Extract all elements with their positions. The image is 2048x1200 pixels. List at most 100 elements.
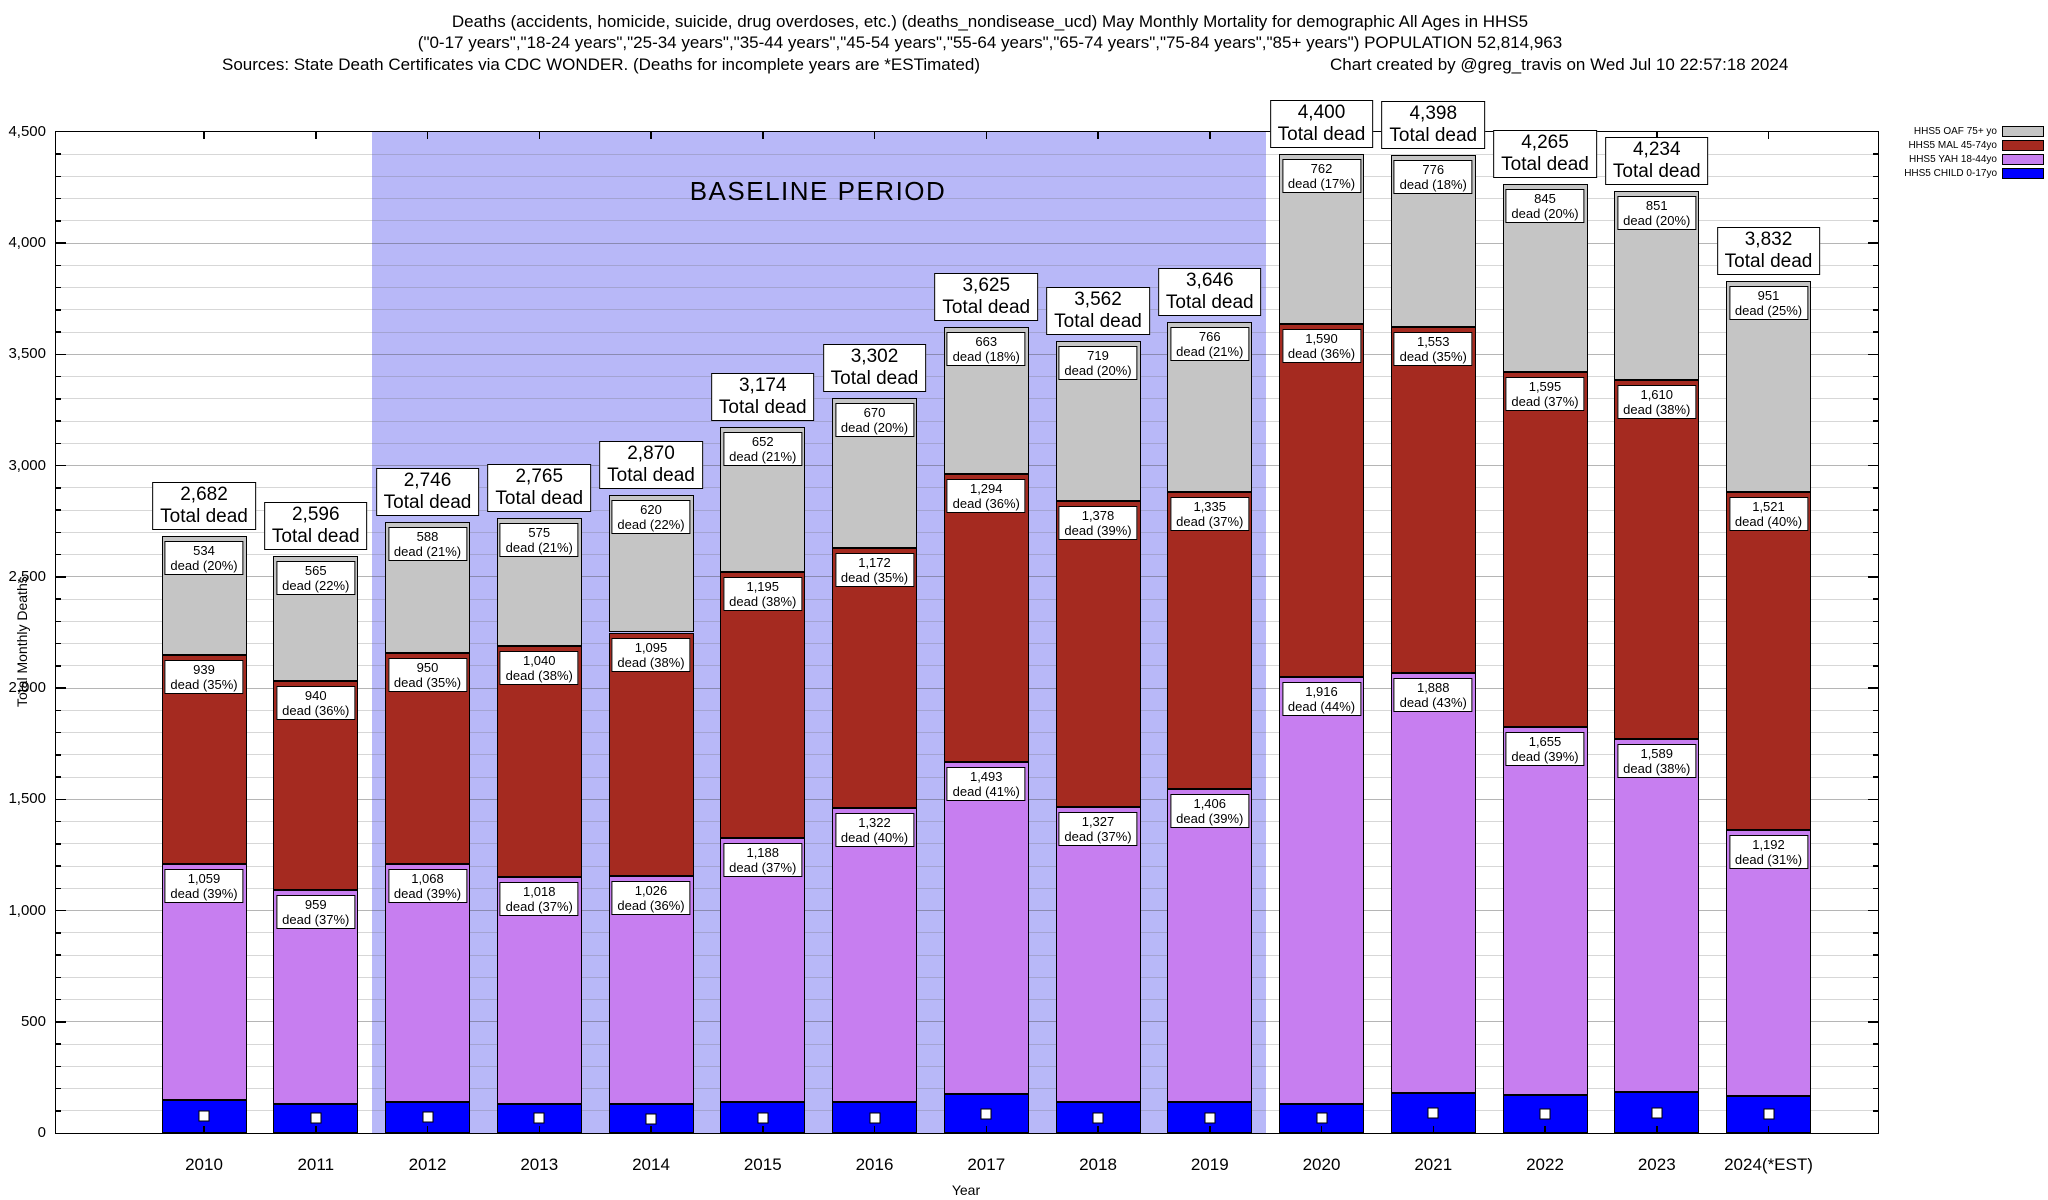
gridline: [56, 242, 1878, 244]
segment-label: 1,040 dead (38%): [499, 650, 579, 685]
axis-tick: [1873, 286, 1878, 289]
bar-segment-mal: [720, 571, 806, 838]
total-value: 3,625: [962, 274, 1011, 296]
segment-value: 939: [193, 662, 215, 678]
point-marker: [1539, 1108, 1551, 1120]
legend-item: HHS5 MAL 45-74yo: [1908, 140, 2044, 151]
axis-tick: [56, 309, 61, 311]
total-dead-label: 3,832 Total dead: [1716, 226, 1821, 275]
baseline-period-label: BASELINE PERIOD: [689, 176, 947, 206]
segment-pct: dead (38%): [729, 593, 797, 609]
segment-label: 1,378 dead (39%): [1058, 505, 1138, 540]
axis-tick: [1873, 776, 1878, 778]
legend-item: HHS5 OAF 75+ yo: [1914, 126, 2044, 137]
axis-tick: [56, 687, 66, 689]
segment-value: 1,888: [1416, 679, 1450, 695]
axis-tick: [1873, 954, 1878, 956]
axis-tick: [1873, 932, 1878, 934]
axis-tick: [1656, 132, 1658, 139]
segment-label: 652 dead (21%): [723, 431, 803, 466]
axis-tick: [1868, 1021, 1878, 1023]
segment-pct: dead (35%): [1399, 349, 1467, 365]
legend-swatch: [2002, 126, 2044, 137]
axis-tick: [1868, 687, 1878, 689]
point-marker: [533, 1112, 545, 1124]
x-tick-label: 2024(*EST): [1724, 1155, 1813, 1174]
total-value: 2,765: [515, 465, 564, 487]
axis-tick: [426, 132, 429, 139]
bar-segment-mal: [1279, 323, 1364, 678]
segment-label: 1,553 dead (35%): [1393, 332, 1473, 367]
segment-label: 1,521 dead (40%): [1728, 497, 1809, 532]
axis-tick: [56, 375, 61, 378]
axis-tick: [762, 1126, 764, 1133]
total-caption: Total dead: [1389, 124, 1478, 146]
segment-value: 776: [1422, 161, 1445, 177]
segment-value: 1,095: [634, 639, 668, 655]
segment-label: 1,059 dead (39%): [164, 869, 244, 904]
segment-pct: dead (25%): [1734, 302, 1803, 318]
segment-value: 1,040: [522, 652, 556, 668]
legend: HHS5 OAF 75+ yo HHS5 MAL 45-74yo HHS5 YAH …: [1904, 126, 2044, 179]
segment-pct: dead (37%): [1176, 514, 1244, 530]
segment-label: 719 dead (20%): [1058, 345, 1138, 380]
segment-value: 1,595: [1528, 379, 1562, 395]
segment-label: 1,188 dead (37%): [723, 842, 803, 877]
bar-segment-yah: [1614, 738, 1700, 1093]
segment-pct: dead (39%): [1176, 811, 1244, 827]
segment-value: 1,590: [1305, 330, 1338, 346]
total-caption: Total dead: [495, 487, 584, 509]
y-tick-label: 4,000: [8, 234, 46, 252]
axis-tick: [56, 932, 61, 934]
segment-label: 1,406 dead (39%): [1170, 794, 1250, 829]
segment-pct: dead (37%): [505, 899, 573, 915]
y-tick-label: 0: [37, 1124, 46, 1141]
segment-pct: dead (21%): [505, 539, 573, 555]
segment-label: 1,294 dead (36%): [946, 479, 1026, 514]
axis-tick: [650, 1126, 652, 1133]
segment-pct: dead (38%): [505, 667, 573, 683]
segment-value: 1,018: [522, 884, 556, 900]
segment-label: 670 dead (20%): [834, 403, 915, 438]
segment-value: 1,059: [187, 871, 221, 887]
bar-segment-yah: [161, 864, 247, 1100]
axis-tick: [1209, 1126, 1211, 1133]
axis-tick: [56, 487, 61, 489]
axis-tick: [56, 1065, 61, 1068]
segment-value: 1,521: [1752, 499, 1785, 515]
segment-pct: dead (38%): [1623, 402, 1691, 418]
segment-label: 1,916 dead (44%): [1281, 682, 1362, 717]
axis-tick: [1873, 665, 1878, 667]
segment-value: 588: [416, 529, 439, 545]
segment-label: 1,068 dead (39%): [387, 869, 468, 904]
segment-label: 1,335 dead (37%): [1170, 497, 1250, 532]
gridline: [56, 175, 1878, 177]
bar-segment-mal: [1390, 327, 1476, 673]
segment-label: 950 dead (35%): [387, 657, 468, 692]
legend-item: HHS5 CHILD 0-17yo: [1904, 168, 2044, 179]
axis-tick: [56, 598, 61, 600]
segment-pct: dead (36%): [282, 703, 350, 719]
segment-label: 565 dead (22%): [276, 560, 356, 595]
axis-tick: [1868, 576, 1878, 578]
chart-sources: Sources: State Death Certificates via CD…: [222, 55, 981, 74]
bar-segment-yah: [832, 808, 917, 1103]
x-tick-label: 2011: [297, 1155, 335, 1174]
axis-tick: [56, 998, 61, 1001]
axis-tick: [56, 820, 61, 823]
segment-pct: dead (20%): [840, 420, 909, 436]
total-caption: Total dead: [160, 506, 248, 528]
total-value: 4,398: [1409, 102, 1458, 124]
axis-tick: [56, 642, 61, 645]
segment-label: 1,195 dead (38%): [723, 576, 803, 611]
total-dead-label: 3,562 Total dead: [1046, 286, 1150, 335]
segment-label: 1,888 dead (43%): [1393, 677, 1473, 712]
total-caption: Total dead: [383, 492, 472, 514]
point-marker: [198, 1110, 210, 1122]
axis-tick: [56, 464, 66, 467]
axis-tick: [762, 132, 764, 139]
segment-label: 766 dead (21%): [1170, 326, 1250, 361]
total-dead-label: 2,746 Total dead: [375, 468, 480, 517]
y-tick-label: 2,000: [8, 679, 46, 697]
legend-swatch: [2002, 168, 2044, 179]
